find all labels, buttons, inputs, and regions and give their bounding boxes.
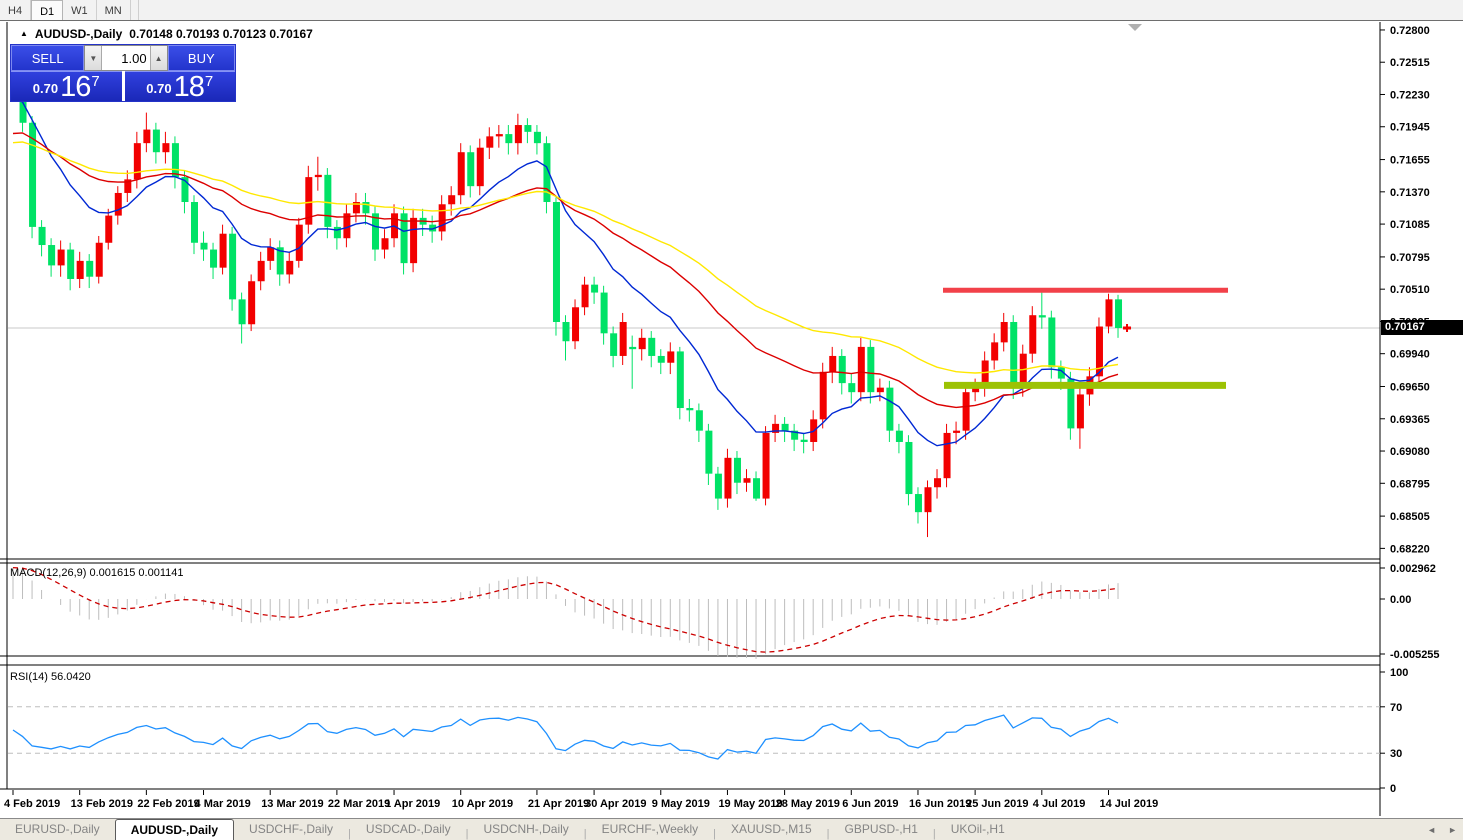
trade-panel-prices: 0.70 16 7 0.70 18 7 — [11, 71, 235, 103]
svg-text:0.68505: 0.68505 — [1390, 511, 1430, 523]
svg-text:0.70510: 0.70510 — [1390, 284, 1430, 296]
svg-text:6 Jun 2019: 6 Jun 2019 — [842, 798, 898, 810]
volume-decrease-button[interactable]: ▼ — [85, 46, 103, 70]
svg-text:16 Jun 2019: 16 Jun 2019 — [909, 798, 971, 810]
svg-text:0.71655: 0.71655 — [1390, 155, 1430, 167]
symbol-tab-bar: EURUSD-,Daily AUDUSD-,Daily USDCHF-,Daily |… — [0, 818, 1463, 840]
svg-text:22 Mar 2019: 22 Mar 2019 — [328, 798, 390, 810]
current-price-tag: 0.70167 — [1381, 319, 1463, 335]
svg-text:0.72230: 0.72230 — [1390, 89, 1430, 101]
buy-price-sup: 7 — [204, 73, 214, 90]
svg-text:0.71370: 0.71370 — [1390, 187, 1430, 199]
volume-input[interactable] — [102, 46, 150, 70]
tab-separator: | — [932, 828, 936, 840]
tab-eurusd[interactable]: EURUSD-,Daily — [15, 822, 100, 836]
tab-gbpusd[interactable]: GBPUSD-,H1 — [844, 822, 918, 836]
svg-text:19 May 2019: 19 May 2019 — [718, 798, 782, 810]
tab-separator: | — [826, 828, 830, 840]
svg-text:0.69940: 0.69940 — [1390, 349, 1430, 361]
timeframe-button-d1[interactable]: D1 — [31, 0, 64, 20]
svg-text:30 Apr 2019: 30 Apr 2019 — [585, 798, 646, 810]
one-click-trading-panel: SELL ▼ ▲ BUY 0.70 16 7 0.70 18 7 — [10, 44, 236, 102]
symbol-label: AUDUSD-,Daily — [34, 27, 123, 41]
svg-text:22 Feb 2019: 22 Feb 2019 — [137, 798, 199, 810]
volume-increase-button[interactable]: ▲ — [149, 46, 167, 70]
svg-text:0.72515: 0.72515 — [1390, 57, 1430, 69]
toolbar-separator — [131, 0, 139, 20]
timeframe-button-mn[interactable]: MN — [97, 0, 131, 20]
sell-price-sup: 7 — [91, 73, 100, 90]
buy-price[interactable]: 0.70 18 7 — [124, 71, 235, 103]
rsi-indicator-label: RSI(14) 56.0420 — [10, 671, 91, 683]
tab-eurchf[interactable]: EURCHF-,Weekly — [601, 822, 699, 836]
svg-text:0.69080: 0.69080 — [1390, 446, 1430, 458]
svg-text:13 Mar 2019: 13 Mar 2019 — [261, 798, 323, 810]
svg-text:4 Feb 2019: 4 Feb 2019 — [4, 798, 60, 810]
tab-usdchf[interactable]: USDCHF-,Daily — [249, 822, 334, 836]
buy-price-prefix: 0.70 — [146, 81, 172, 96]
tab-usdcad[interactable]: USDCAD-,Daily — [365, 822, 451, 836]
buy-price-big: 18 — [173, 71, 205, 103]
svg-text:9 May 2019: 9 May 2019 — [652, 798, 710, 810]
timeframe-button-h4[interactable]: H4 — [0, 0, 32, 20]
volume-spinner: ▼ ▲ — [84, 45, 168, 71]
svg-text:21 Apr 2019: 21 Apr 2019 — [528, 798, 589, 810]
tab-scroll-arrows: ◄ ► — [1427, 825, 1457, 835]
svg-text:30: 30 — [1390, 748, 1402, 760]
chart-title: ▲ AUDUSD-,Daily 0.70148 0.70193 0.70123 … — [20, 27, 313, 41]
collapse-triangle-icon[interactable]: ▲ — [20, 28, 28, 38]
chart-canvas[interactable]: 0.72800 0.72515 0.72230 0.71945 0.71655 0.713… — [0, 22, 1463, 818]
svg-text:25 Jun 2019: 25 Jun 2019 — [966, 798, 1028, 810]
svg-text:-0.005255: -0.005255 — [1390, 649, 1440, 661]
timeframe-toolbar: H4 D1 W1 MN — [0, 0, 1463, 21]
tab-separator: | — [465, 828, 469, 840]
svg-text:0.70795: 0.70795 — [1390, 252, 1430, 264]
tab-usdcnh[interactable]: USDCNH-,Daily — [483, 822, 569, 836]
svg-text:0: 0 — [1390, 783, 1396, 795]
tab-scroll-right-icon[interactable]: ► — [1448, 825, 1457, 835]
tab-scroll-left-icon[interactable]: ◄ — [1427, 825, 1437, 835]
svg-text:0.71945: 0.71945 — [1390, 122, 1430, 134]
sell-price-prefix: 0.70 — [32, 81, 59, 96]
svg-text:1 Apr 2019: 1 Apr 2019 — [385, 798, 440, 810]
svg-text:0.68795: 0.68795 — [1390, 478, 1430, 490]
tab-separator: | — [583, 828, 587, 840]
svg-text:0.68220: 0.68220 — [1390, 543, 1430, 555]
svg-text:70: 70 — [1390, 702, 1402, 714]
tab-separator: | — [348, 828, 351, 840]
svg-text:0.69365: 0.69365 — [1390, 414, 1430, 426]
trade-panel-top-row: SELL ▼ ▲ BUY — [11, 45, 235, 71]
svg-text:28 May 2019: 28 May 2019 — [776, 798, 840, 810]
svg-text:4 Jul 2019: 4 Jul 2019 — [1033, 798, 1086, 810]
svg-text:13 Feb 2019: 13 Feb 2019 — [71, 798, 133, 810]
sell-price-big: 16 — [60, 71, 91, 103]
tab-ukoil[interactable]: UKOil-,H1 — [950, 822, 1005, 836]
svg-text:0.002962: 0.002962 — [1390, 563, 1436, 575]
buy-button[interactable]: BUY — [167, 45, 235, 71]
sell-price[interactable]: 0.70 16 7 — [11, 71, 122, 103]
tab-xauusd[interactable]: XAUUSD-,M15 — [730, 822, 812, 836]
svg-text:10 Apr 2019: 10 Apr 2019 — [452, 798, 513, 810]
ohlc-readout: 0.70148 0.70193 0.70123 0.70167 — [129, 27, 313, 41]
tab-audusd[interactable]: AUDUSD-,Daily — [114, 819, 235, 840]
tab-separator: | — [713, 828, 716, 840]
macd-indicator-label: MACD(12,26,9) 0.001615 0.001141 — [10, 567, 184, 579]
svg-text:0.69650: 0.69650 — [1390, 382, 1430, 394]
svg-text:4 Mar 2019: 4 Mar 2019 — [195, 798, 251, 810]
svg-text:0.72800: 0.72800 — [1390, 25, 1430, 37]
svg-text:14 Jul 2019: 14 Jul 2019 — [1099, 798, 1158, 810]
svg-text:100: 100 — [1390, 667, 1408, 679]
chart-window: 0.72800 0.72515 0.72230 0.71945 0.71655 0.713… — [0, 22, 1463, 818]
timeframe-button-w1[interactable]: W1 — [63, 0, 97, 20]
svg-text:0.71085: 0.71085 — [1390, 219, 1430, 231]
svg-text:0.00: 0.00 — [1390, 594, 1411, 606]
sell-button[interactable]: SELL — [11, 45, 85, 71]
